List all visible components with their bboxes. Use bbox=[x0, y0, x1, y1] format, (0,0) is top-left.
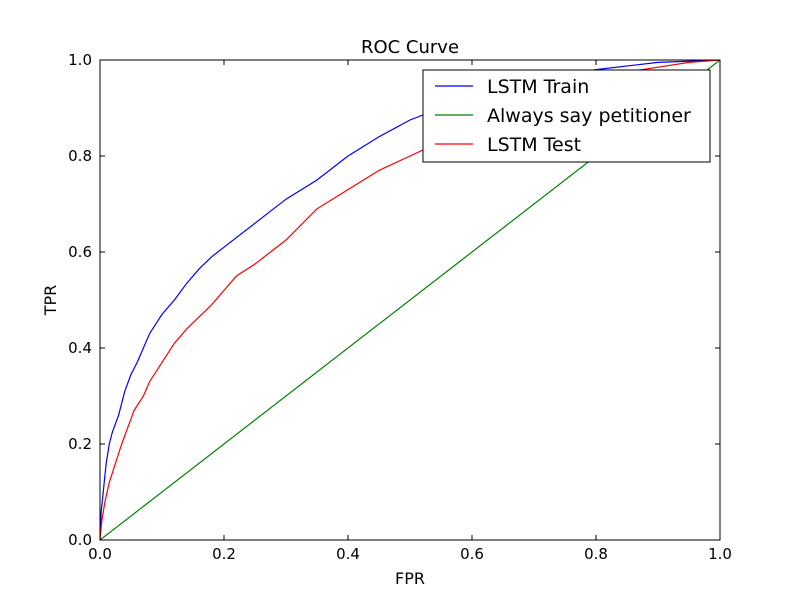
legend-box bbox=[422, 69, 711, 163]
y-tick-label-3: 0.6 bbox=[68, 243, 92, 261]
x-tick-label-2: 0.4 bbox=[336, 545, 360, 563]
legend-label-2: LSTM Test bbox=[487, 134, 581, 156]
x-tick-label-3: 0.6 bbox=[460, 545, 484, 563]
legend-label-1: Always say petitioner bbox=[487, 105, 691, 127]
chart-title: ROC Curve bbox=[361, 37, 459, 58]
axes-frame bbox=[99, 59, 721, 541]
plot-area: 0.0 0.2 0.4 0.6 0.8 1.0 0.0 0.2 0.4 0.6 0.8 1.0 LSTM… bbox=[68, 51, 732, 563]
x-tick-label-1: 0.2 bbox=[212, 545, 236, 563]
legend-label-0: LSTM Train bbox=[487, 76, 589, 98]
x-axis-label: FPR bbox=[395, 569, 425, 588]
x-tick-label-4: 0.8 bbox=[584, 545, 608, 563]
x-tick-label-5: 1.0 bbox=[708, 545, 732, 563]
y-axis-label: TPR bbox=[41, 285, 60, 317]
y-tick-label-1: 0.2 bbox=[68, 435, 92, 453]
x-tick-label-0: 0.0 bbox=[88, 545, 112, 563]
legend: LSTM Train Always say petitioner LSTM Test bbox=[422, 69, 711, 163]
y-tick-label-2: 0.4 bbox=[68, 339, 92, 357]
y-tick-label-5: 1.0 bbox=[68, 51, 92, 69]
y-tick-label-4: 0.8 bbox=[68, 147, 92, 165]
y-tick-label-0: 0.0 bbox=[68, 531, 92, 549]
